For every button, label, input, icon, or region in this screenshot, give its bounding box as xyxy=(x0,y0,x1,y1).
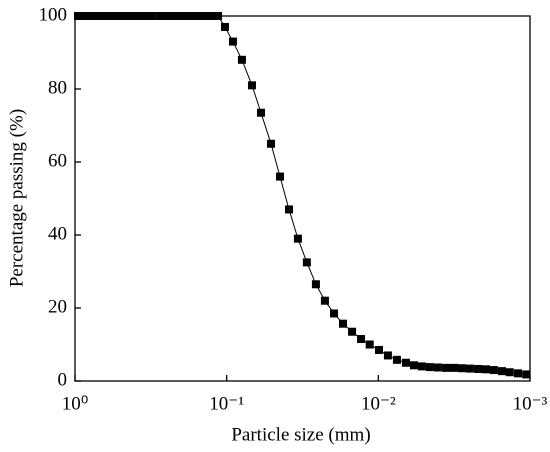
data-point xyxy=(311,280,320,289)
data-point xyxy=(401,358,410,367)
x-tick-label: 10⁻³ xyxy=(513,393,548,414)
data-point xyxy=(450,363,459,372)
data-point xyxy=(228,37,237,46)
data-point xyxy=(409,361,418,370)
data-point xyxy=(82,12,91,20)
y-tick-label: 0 xyxy=(58,369,68,390)
y-axis-title: Percentage passing (%) xyxy=(6,109,27,287)
x-axis-title: Particle size (mm) xyxy=(231,424,370,445)
data-point xyxy=(302,258,311,267)
data-point xyxy=(275,172,284,181)
plot-frame xyxy=(74,15,531,382)
data-point xyxy=(474,364,483,373)
data-point xyxy=(214,12,223,20)
data-point xyxy=(88,12,97,20)
data-point xyxy=(441,363,450,372)
data-point xyxy=(513,369,522,378)
data-point xyxy=(185,12,194,20)
data-point xyxy=(156,12,165,20)
data-point xyxy=(465,364,474,373)
data-point xyxy=(489,366,498,375)
data-point xyxy=(457,364,466,373)
data-point xyxy=(482,365,491,374)
data-point xyxy=(237,55,246,64)
data-point xyxy=(365,340,374,349)
data-point xyxy=(103,12,112,20)
data-point xyxy=(110,12,119,20)
data-point xyxy=(125,12,134,20)
data-point xyxy=(417,362,426,371)
data-point xyxy=(320,296,329,305)
data-point xyxy=(178,12,187,20)
y-tick-label: 40 xyxy=(48,223,67,244)
data-point xyxy=(357,335,366,344)
data-point xyxy=(497,367,506,376)
data-point xyxy=(267,139,276,148)
data-point xyxy=(293,234,302,243)
data-point xyxy=(425,363,434,372)
data-point xyxy=(117,12,126,20)
x-tick-label: 10⁻² xyxy=(361,393,396,414)
x-tick-label: 10⁻¹ xyxy=(209,393,244,414)
data-point xyxy=(200,12,209,20)
data-point xyxy=(206,12,215,20)
data-point xyxy=(163,12,172,20)
data-point xyxy=(348,327,357,336)
data-point xyxy=(171,12,180,20)
data-point xyxy=(505,368,514,377)
data-point xyxy=(374,345,383,354)
data-point xyxy=(247,81,256,90)
data-point xyxy=(140,12,149,20)
data-point xyxy=(96,12,105,20)
data-point xyxy=(338,319,347,328)
data-point xyxy=(147,12,156,20)
data-point xyxy=(383,351,392,360)
data-point xyxy=(220,22,229,31)
data-point xyxy=(133,12,142,20)
data-point xyxy=(330,309,339,318)
data-point xyxy=(192,12,201,20)
data-point xyxy=(256,108,265,117)
data-point xyxy=(392,355,401,364)
y-tick-label: 100 xyxy=(39,4,68,25)
y-tick-label: 60 xyxy=(48,150,67,171)
x-tick-label: 10⁰ xyxy=(62,393,89,414)
data-point xyxy=(522,370,531,379)
y-tick-label: 20 xyxy=(48,296,67,317)
y-tick-label: 80 xyxy=(48,77,67,98)
series-line xyxy=(78,15,527,375)
data-point xyxy=(433,363,442,372)
data-point xyxy=(285,205,294,214)
data-point xyxy=(74,12,83,20)
